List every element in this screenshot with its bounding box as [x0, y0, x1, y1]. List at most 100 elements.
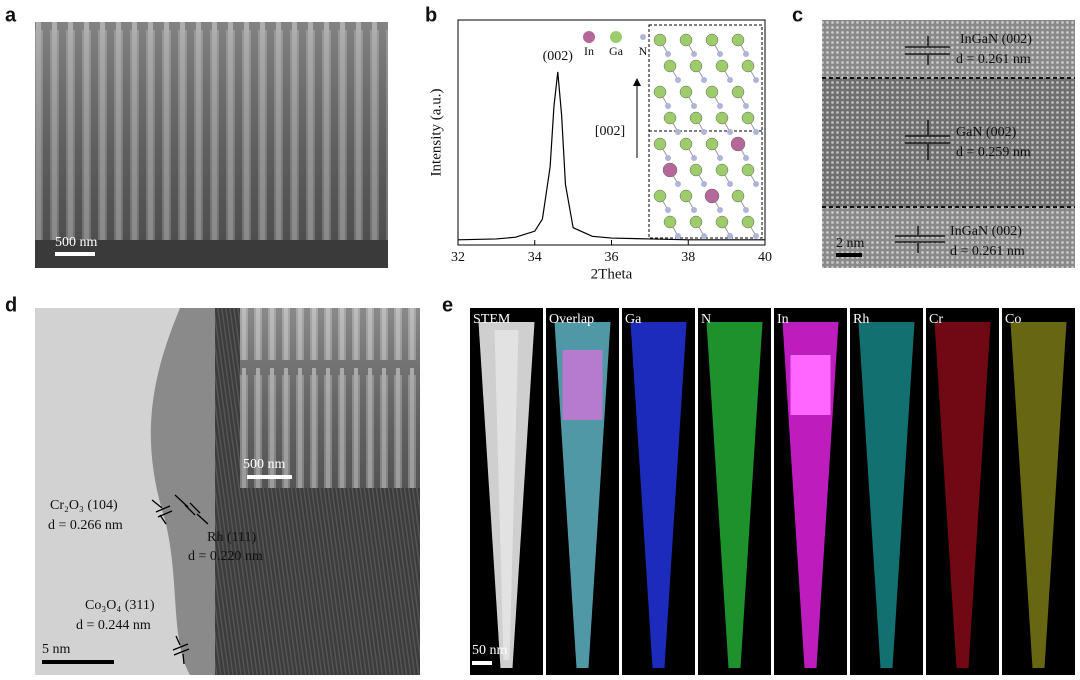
scale-bar [836, 253, 862, 257]
ga-atom [679, 189, 693, 203]
n-atom [665, 155, 671, 161]
legend-atom [640, 34, 646, 40]
n-atom [753, 129, 759, 135]
legend-label: In [584, 44, 594, 58]
n-atom [701, 233, 707, 239]
ga-atom [741, 111, 755, 125]
peak-label: (002) [543, 49, 574, 64]
annotation: Cr₂O₃ (104) [50, 498, 118, 513]
channel-label: N [701, 312, 711, 327]
ga-atom [663, 59, 677, 73]
y-axis-label: Intensity (a.u.) [428, 89, 444, 177]
ga-atom [689, 215, 703, 229]
overlap-in-region [562, 350, 603, 420]
scale-bar [472, 661, 492, 665]
ga-atom [741, 59, 755, 73]
xrd-chart: 32 34 36 38 40 2Theta Intensity (a.u.) (002) In G… [428, 19, 772, 282]
xrd-line [457, 71, 765, 241]
scale-bar-label: 5 nm [42, 642, 71, 657]
sem-shade [35, 22, 388, 268]
n-atom [727, 77, 733, 83]
ga-atom [679, 137, 693, 151]
n-atom [701, 77, 707, 83]
annotation: d = 0.244 nm [76, 618, 151, 633]
ga-atom [715, 111, 729, 125]
n-atom [743, 155, 749, 161]
annotation: InGaN (002) [950, 224, 1022, 239]
n-atom [665, 103, 671, 109]
panel-label: b [425, 4, 437, 26]
spacing-markers [895, 36, 950, 253]
annotation: Rh (111) [207, 530, 256, 545]
channel-label: Co [1005, 312, 1021, 327]
element-map [706, 322, 763, 668]
ga-atom [653, 137, 667, 151]
annotation: InGaN (002) [960, 32, 1032, 47]
scale-bar-label: 50 nm [472, 643, 508, 658]
panel-label: c [792, 4, 803, 26]
in-atom [662, 162, 678, 178]
ga-atom [741, 215, 755, 229]
ga-atom [679, 85, 693, 99]
scale-bar [42, 660, 114, 664]
scale-bar-label: 500 nm [243, 457, 286, 472]
ga-atom [653, 85, 667, 99]
ga-atom [715, 215, 729, 229]
channel-label: Rh [853, 312, 869, 327]
x-tick-label: 32 [451, 250, 465, 265]
n-atom [743, 207, 749, 213]
spacing-markers [151, 494, 209, 665]
ga-atom [689, 111, 703, 125]
channel-label: STEM [473, 312, 511, 327]
x-tick-label: 34 [528, 250, 542, 265]
n-atom [717, 207, 723, 213]
ga-atom [731, 33, 745, 47]
annotation: d = 0.220 nm [188, 549, 263, 564]
n-atom [727, 233, 733, 239]
in-atom [704, 188, 720, 204]
ga-atom [705, 33, 719, 47]
n-atom [675, 77, 681, 83]
ga-atom [679, 33, 693, 47]
channel-label: Cr [929, 312, 943, 327]
x-tick-label: 38 [681, 250, 695, 265]
legend-label: N [639, 44, 648, 58]
n-atom [665, 207, 671, 213]
ingan-layer [822, 207, 1075, 268]
inset-shade [240, 308, 420, 488]
stem-core [494, 330, 519, 660]
n-atom [753, 233, 759, 239]
n-atom [753, 181, 759, 187]
n-atom [675, 233, 681, 239]
ingan-layer [822, 20, 1075, 78]
n-atom [717, 103, 723, 109]
x-axis-label: 2Theta [591, 266, 633, 282]
ga-atom [689, 59, 703, 73]
ga-atom [715, 163, 729, 177]
x-tick-label: 40 [758, 250, 772, 265]
n-atom [727, 181, 733, 187]
ga-atom [705, 85, 719, 99]
ga-atom [741, 163, 755, 177]
n-atom [675, 181, 681, 187]
ga-atom [663, 111, 677, 125]
n-atom [701, 129, 707, 135]
eds-maps: STEM Overlap Ga N In Rh Cr Co 50 nm [470, 308, 1075, 675]
n-atom [743, 51, 749, 57]
element-map [934, 322, 991, 668]
scale-bar-label: 500 nm [55, 235, 98, 250]
annotation: d = 0.261 nm [956, 52, 1031, 67]
scale-bar [55, 252, 95, 256]
scale-bar-label: 2 nm [836, 236, 865, 251]
n-atom [743, 103, 749, 109]
ga-atom [663, 215, 677, 229]
legend-atom [583, 31, 595, 43]
n-atom [691, 155, 697, 161]
direction-label: [002] [595, 124, 625, 139]
panel-label: d [5, 294, 17, 316]
ga-atom [715, 59, 729, 73]
n-atom [665, 51, 671, 57]
in-atom [730, 136, 746, 152]
element-map [630, 322, 687, 668]
